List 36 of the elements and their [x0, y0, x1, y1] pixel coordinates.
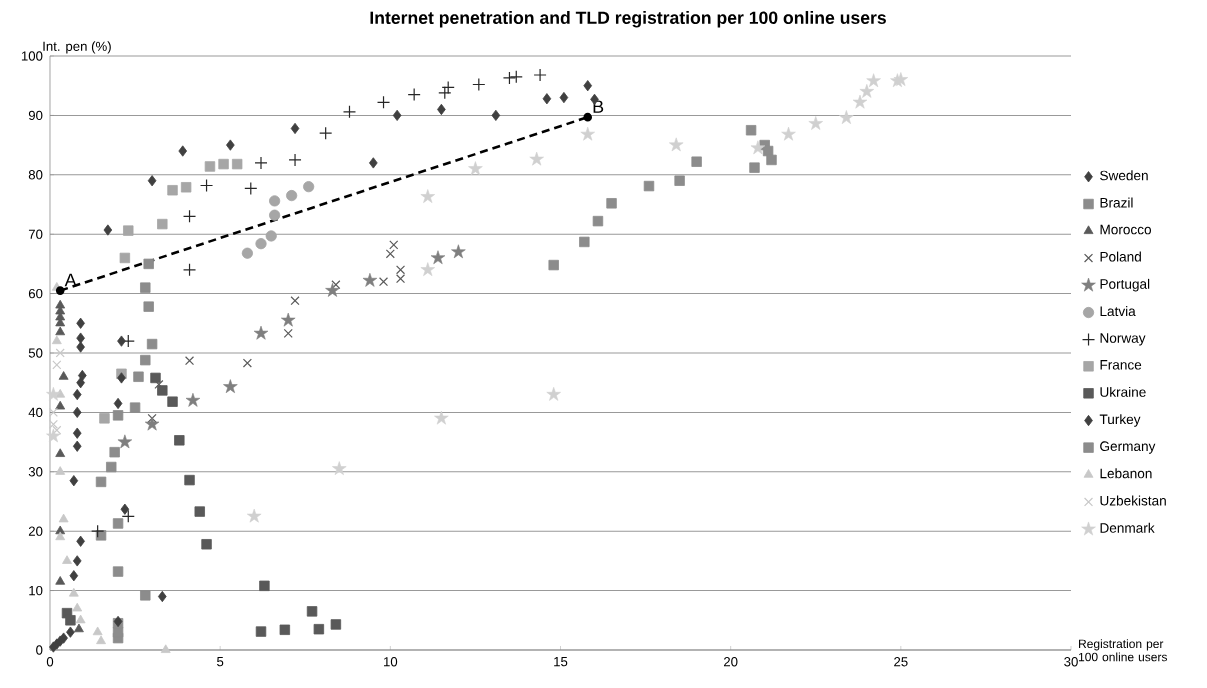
annotation: A: [64, 273, 77, 287]
y-tick-label: 40: [28, 407, 43, 418]
legend-label: France: [1100, 360, 1142, 370]
legend-label: Poland: [1100, 251, 1141, 262]
legend-label: Lebanon: [1100, 468, 1152, 479]
y-tick-label: 70: [28, 229, 43, 239]
x-tick-label: 15: [554, 657, 568, 667]
legend-label: Norway: [1100, 333, 1146, 346]
y-tick-label: 60: [28, 288, 43, 299]
legend-label: Ukraine: [1100, 386, 1146, 397]
legend-label: Denmark: [1100, 522, 1155, 533]
legend-label: Brazil: [1100, 197, 1133, 208]
y-tick-label: 20: [28, 526, 43, 536]
x-tick-label: 5: [217, 657, 224, 667]
legend-label: Uzbekistan: [1100, 495, 1166, 506]
legend-label: Portugal: [1100, 278, 1150, 292]
legend-label: Sweden: [1100, 170, 1148, 181]
y-tick-label: 90: [28, 110, 43, 121]
x-axis-title: Registration per 100 online users: [1078, 639, 1168, 662]
y-tick-label: 0: [36, 645, 43, 655]
x-tick-label: 20: [723, 657, 738, 667]
x-tick-label: 0: [46, 657, 54, 667]
x-tick-label: 30: [1064, 657, 1078, 667]
x-tick-label: 25: [894, 657, 908, 667]
y-tick-label: 80: [28, 170, 43, 180]
y-tick-label: 50: [28, 348, 43, 358]
y-tick-label: 30: [28, 467, 43, 477]
y-tick-label: 10: [29, 585, 43, 596]
y-tick-label: 100: [21, 51, 43, 61]
y-axis-title: Int. pen (%): [43, 41, 111, 54]
chart-title: Internet penetration and TLD registration per 100 online users: [370, 11, 886, 28]
legend-label: Morocco: [1100, 224, 1152, 235]
x-tick-label: 10: [384, 657, 398, 667]
legend-label: Germany: [1100, 441, 1156, 454]
legend-label: Turkey: [1099, 414, 1141, 427]
legend-label: Latvia: [1100, 306, 1136, 317]
